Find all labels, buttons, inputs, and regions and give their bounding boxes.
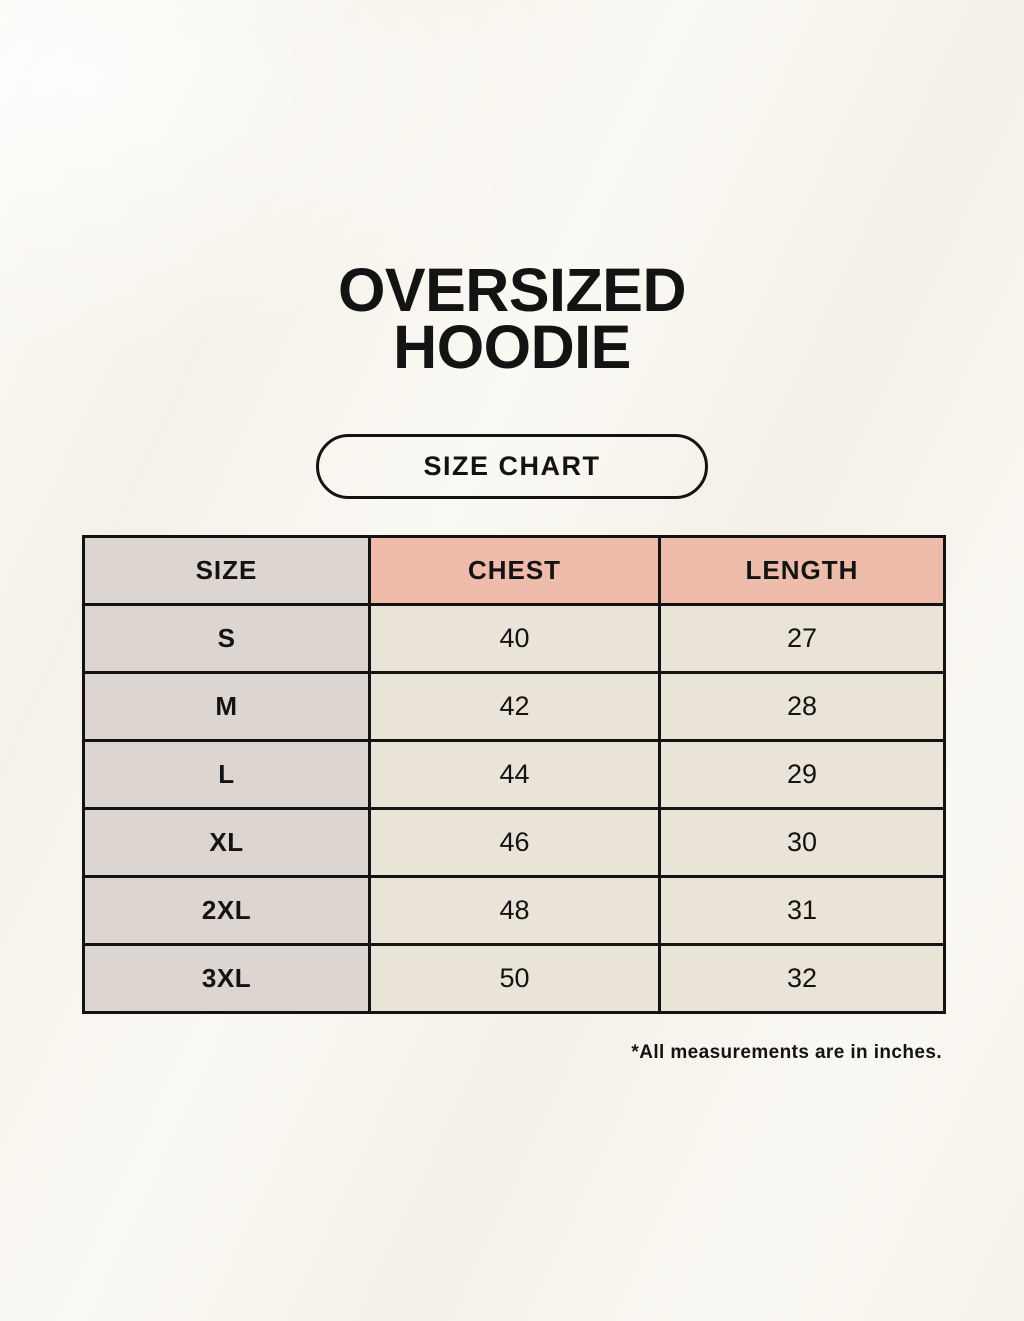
- length-cell: 31: [658, 875, 946, 946]
- table-row: L 44 29: [82, 739, 946, 810]
- table-row: S 40 27: [82, 603, 946, 674]
- length-cell: 30: [658, 807, 946, 878]
- length-cell: 29: [658, 739, 946, 810]
- column-header-size: SIZE: [82, 535, 371, 606]
- size-table-body: S 40 27 M 42 28 L 44 29 XL 46 30 2XL 48 31 3XL 50 32: [82, 603, 946, 1014]
- column-header-length: LENGTH: [658, 535, 946, 606]
- size-cell: XL: [82, 807, 371, 878]
- chest-cell: 42: [368, 671, 661, 742]
- size-chart-badge: SIZE CHART: [316, 434, 708, 499]
- table-row: 3XL 50 32: [82, 943, 946, 1014]
- table-row: M 42 28: [82, 671, 946, 742]
- size-cell: L: [82, 739, 371, 810]
- size-cell: 2XL: [82, 875, 371, 946]
- size-table: SIZE CHEST LENGTH S 40 27 M 42 28 L 44 29 XL 46 30 2…: [82, 535, 946, 1014]
- column-header-chest: CHEST: [368, 535, 661, 606]
- length-cell: 32: [658, 943, 946, 1014]
- header-row: SIZE CHEST LENGTH: [82, 535, 946, 606]
- page-title: OVERSIZED HOODIE: [0, 260, 1024, 378]
- chest-cell: 46: [368, 807, 661, 878]
- length-cell: 28: [658, 671, 946, 742]
- chest-cell: 44: [368, 739, 661, 810]
- table-row: XL 46 30: [82, 807, 946, 878]
- chest-cell: 48: [368, 875, 661, 946]
- page-title-line1: OVERSIZED: [337, 256, 687, 324]
- size-cell: 3XL: [82, 943, 371, 1014]
- size-cell: M: [82, 671, 371, 742]
- size-chart-badge-label: SIZE CHART: [423, 451, 601, 481]
- chest-cell: 40: [368, 603, 661, 674]
- size-table-head: SIZE CHEST LENGTH: [82, 535, 946, 606]
- table-row: 2XL 48 31: [82, 875, 946, 946]
- measurement-footnote: *All measurements are in inches.: [631, 1042, 942, 1063]
- page-title-line2: HOODIE: [393, 313, 631, 381]
- chest-cell: 50: [368, 943, 661, 1014]
- size-cell: S: [82, 603, 371, 674]
- length-cell: 27: [658, 603, 946, 674]
